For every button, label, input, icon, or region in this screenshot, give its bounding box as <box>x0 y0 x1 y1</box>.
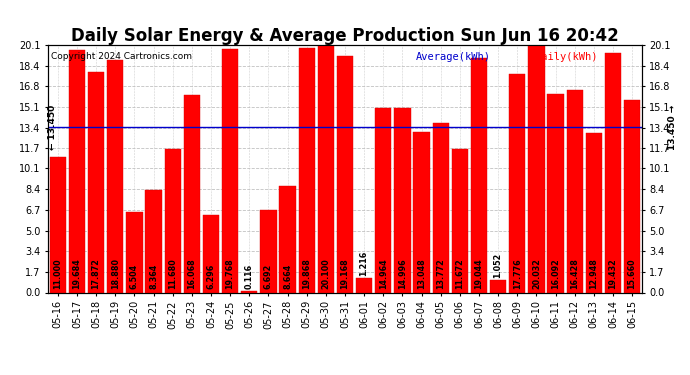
Text: 19.684: 19.684 <box>72 258 81 289</box>
Bar <box>317 45 334 292</box>
Bar <box>529 46 544 292</box>
Bar <box>394 108 411 292</box>
Bar <box>547 94 564 292</box>
Bar <box>337 57 353 292</box>
Text: 13.450 →: 13.450 → <box>668 104 677 150</box>
Text: 12.948: 12.948 <box>589 258 598 289</box>
Bar <box>299 48 315 292</box>
Text: 13.772: 13.772 <box>436 258 445 289</box>
Text: 19.168: 19.168 <box>340 258 350 289</box>
Text: Average(kWh): Average(kWh) <box>416 53 491 62</box>
Bar <box>433 123 449 292</box>
Bar <box>471 58 487 292</box>
Text: ← 13.450: ← 13.450 <box>48 104 57 150</box>
Bar <box>241 291 257 292</box>
Text: 6.692: 6.692 <box>264 264 273 289</box>
Text: 20.032: 20.032 <box>532 258 541 289</box>
Bar <box>624 100 640 292</box>
Text: 0.116: 0.116 <box>245 264 254 289</box>
Bar <box>50 157 66 292</box>
Bar <box>356 278 373 292</box>
Bar <box>165 148 181 292</box>
Text: 19.768: 19.768 <box>226 258 235 289</box>
Bar <box>279 186 296 292</box>
Text: 19.432: 19.432 <box>609 258 618 289</box>
Text: 11.672: 11.672 <box>455 258 464 289</box>
Text: 19.868: 19.868 <box>302 258 311 289</box>
Text: Copyright 2024 Cartronics.com: Copyright 2024 Cartronics.com <box>51 53 193 62</box>
Bar <box>566 90 583 292</box>
Bar <box>452 149 468 292</box>
Bar <box>222 49 238 292</box>
Bar <box>88 72 104 292</box>
Text: 17.776: 17.776 <box>513 258 522 289</box>
Text: 11.680: 11.680 <box>168 258 177 289</box>
Bar <box>107 60 124 292</box>
Bar <box>586 133 602 292</box>
Text: 8.364: 8.364 <box>149 264 158 289</box>
Bar <box>605 53 621 292</box>
Text: Daily(kWh): Daily(kWh) <box>535 53 598 62</box>
Text: 20.100: 20.100 <box>322 258 331 289</box>
Text: 6.504: 6.504 <box>130 264 139 289</box>
Text: 16.428: 16.428 <box>570 258 579 289</box>
Bar <box>413 132 430 292</box>
Bar <box>69 50 85 292</box>
Text: 16.092: 16.092 <box>551 258 560 289</box>
Text: 13.048: 13.048 <box>417 258 426 289</box>
Text: 1.216: 1.216 <box>359 251 368 276</box>
Bar <box>375 108 391 292</box>
Bar <box>126 212 143 292</box>
Text: 14.996: 14.996 <box>398 258 407 289</box>
Text: 1.052: 1.052 <box>493 252 502 278</box>
Bar <box>490 279 506 292</box>
Text: 14.964: 14.964 <box>379 258 388 289</box>
Text: 6.296: 6.296 <box>206 264 215 289</box>
Text: 17.872: 17.872 <box>92 258 101 289</box>
Title: Daily Solar Energy & Average Production Sun Jun 16 20:42: Daily Solar Energy & Average Production … <box>71 27 619 45</box>
Bar <box>509 74 525 292</box>
Text: 18.880: 18.880 <box>111 258 120 289</box>
Text: 8.664: 8.664 <box>283 264 292 289</box>
Text: 11.000: 11.000 <box>53 258 62 289</box>
Bar <box>260 210 277 292</box>
Text: 19.044: 19.044 <box>475 258 484 289</box>
Bar <box>184 94 200 292</box>
Text: 15.660: 15.660 <box>628 258 637 289</box>
Text: 16.068: 16.068 <box>188 258 197 289</box>
Bar <box>146 189 161 292</box>
Bar <box>203 215 219 292</box>
